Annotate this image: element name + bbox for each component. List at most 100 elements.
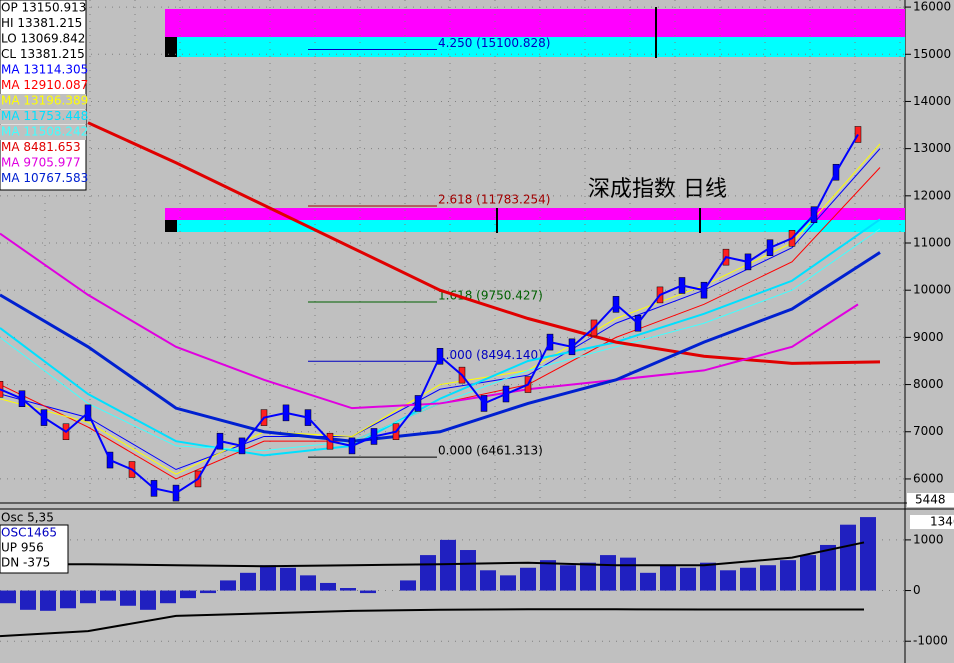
osc-bar bbox=[360, 590, 376, 594]
legend-entry: DN -375 bbox=[1, 556, 50, 570]
last-label-bg bbox=[907, 493, 954, 507]
info-text: HI 13381.215 bbox=[1, 16, 82, 30]
legend-entry: MA 13114.305 bbox=[1, 63, 88, 77]
fib-label: 0.000 (6461.313) bbox=[438, 444, 543, 458]
osc-bar bbox=[240, 572, 256, 591]
series-line bbox=[0, 148, 881, 471]
osc-bar bbox=[700, 562, 716, 591]
series-line bbox=[0, 608, 864, 638]
legend-entry: UP 956 bbox=[1, 541, 44, 555]
y-tick-label: 16000 bbox=[913, 0, 951, 14]
band-marker bbox=[165, 37, 177, 57]
y-tick-label: -1000 bbox=[913, 634, 948, 648]
osc-bar bbox=[720, 570, 736, 591]
osc-bar bbox=[280, 567, 296, 591]
osc-bar bbox=[300, 575, 316, 591]
osc-bar bbox=[560, 565, 576, 591]
osc-bar bbox=[460, 550, 476, 591]
osc-bar bbox=[60, 590, 76, 609]
osc-bar bbox=[0, 590, 16, 604]
y-tick-label: 1000 bbox=[913, 532, 944, 546]
osc-bar bbox=[400, 580, 416, 591]
fib-label: 2.618 (11783.254) bbox=[438, 193, 550, 207]
series-line bbox=[0, 232, 859, 410]
band bbox=[165, 220, 905, 232]
legend-entry: MA 9705.977 bbox=[1, 156, 81, 170]
info-text: CL 13381.215 bbox=[1, 47, 85, 61]
legend-entry: MA 12910.087 bbox=[1, 78, 88, 92]
legend-bg bbox=[0, 109, 86, 125]
osc-bar bbox=[260, 565, 276, 591]
last-label-bg bbox=[910, 515, 954, 529]
fib-label: 4.250 (15100.828) bbox=[438, 36, 550, 50]
y-tick-label: 14000 bbox=[913, 94, 951, 108]
osc-bar bbox=[180, 590, 196, 599]
osc-bar bbox=[660, 565, 676, 591]
osc-bar bbox=[820, 544, 836, 591]
y-tick-label: 10000 bbox=[913, 283, 951, 297]
osc-bar bbox=[800, 555, 816, 591]
series-line bbox=[0, 541, 865, 568]
price-panel bbox=[0, 0, 905, 503]
last-label: 1346 bbox=[930, 515, 954, 529]
osc-bar bbox=[520, 567, 536, 591]
series-line bbox=[0, 218, 881, 457]
osc-title: Osc 5,35 bbox=[1, 511, 54, 525]
info-text: OP 13150.913 bbox=[1, 1, 86, 15]
y-tick-label: 0 bbox=[913, 583, 921, 597]
osc-bar bbox=[840, 524, 856, 591]
chart-title: 深成指数 日线 bbox=[588, 177, 727, 202]
legend-entry: MA 13196.389 bbox=[1, 94, 88, 108]
y-tick-label: 12000 bbox=[913, 188, 951, 202]
osc-bar bbox=[80, 590, 96, 604]
band bbox=[165, 9, 905, 37]
osc-bar bbox=[480, 570, 496, 591]
y-tick-label: 7000 bbox=[913, 424, 944, 438]
legend-bg bbox=[0, 125, 86, 140]
legend-entry: MA 11508.242 bbox=[1, 125, 88, 139]
osc-bar bbox=[40, 590, 56, 611]
series-line bbox=[0, 251, 881, 443]
info-text: LO 13069.842 bbox=[1, 32, 85, 46]
osc-bar bbox=[100, 590, 116, 601]
osc-bar bbox=[780, 560, 796, 591]
y-tick-label: 8000 bbox=[913, 377, 944, 391]
y-tick-label: 15000 bbox=[913, 47, 951, 61]
legend-entry: OSC1465 bbox=[1, 526, 57, 540]
osc-bar bbox=[620, 557, 636, 591]
y-tick-label: 13000 bbox=[913, 141, 951, 155]
osc-bar bbox=[860, 517, 876, 591]
osc-bar bbox=[420, 555, 436, 591]
osc-bar bbox=[640, 572, 656, 591]
series-line bbox=[0, 133, 859, 495]
osc-bar bbox=[680, 567, 696, 591]
osc-bar bbox=[440, 539, 456, 591]
y-tick-label: 11000 bbox=[913, 236, 951, 250]
fib-label: 1.000 (8494.140) bbox=[438, 348, 543, 362]
legend-entry: MA 8481.653 bbox=[1, 140, 81, 154]
series-line bbox=[87, 121, 881, 365]
osc-bar bbox=[320, 582, 336, 591]
osc-bar bbox=[760, 565, 776, 591]
osc-bar bbox=[340, 588, 356, 591]
legend-entry: MA 11753.448 bbox=[1, 109, 88, 123]
y-tick-label: 9000 bbox=[913, 330, 944, 344]
osc-bar bbox=[600, 555, 616, 591]
osc-legend bbox=[0, 524, 69, 574]
last-label: 5448 bbox=[915, 493, 946, 507]
osc-bar bbox=[500, 575, 516, 591]
osc-bar bbox=[120, 590, 136, 606]
series-line bbox=[0, 143, 881, 475]
osc-bar bbox=[200, 590, 216, 594]
legend-bg bbox=[0, 94, 86, 109]
legend-entry: MA 10767.583 bbox=[1, 171, 88, 185]
osc-bar bbox=[20, 590, 36, 610]
osc-bar bbox=[540, 560, 556, 591]
osc-bar bbox=[140, 590, 156, 610]
band-marker bbox=[165, 220, 177, 232]
osc-bar bbox=[740, 567, 756, 591]
osc-bar bbox=[160, 590, 176, 604]
osc-bar bbox=[580, 562, 596, 591]
y-tick-label: 6000 bbox=[913, 471, 944, 485]
